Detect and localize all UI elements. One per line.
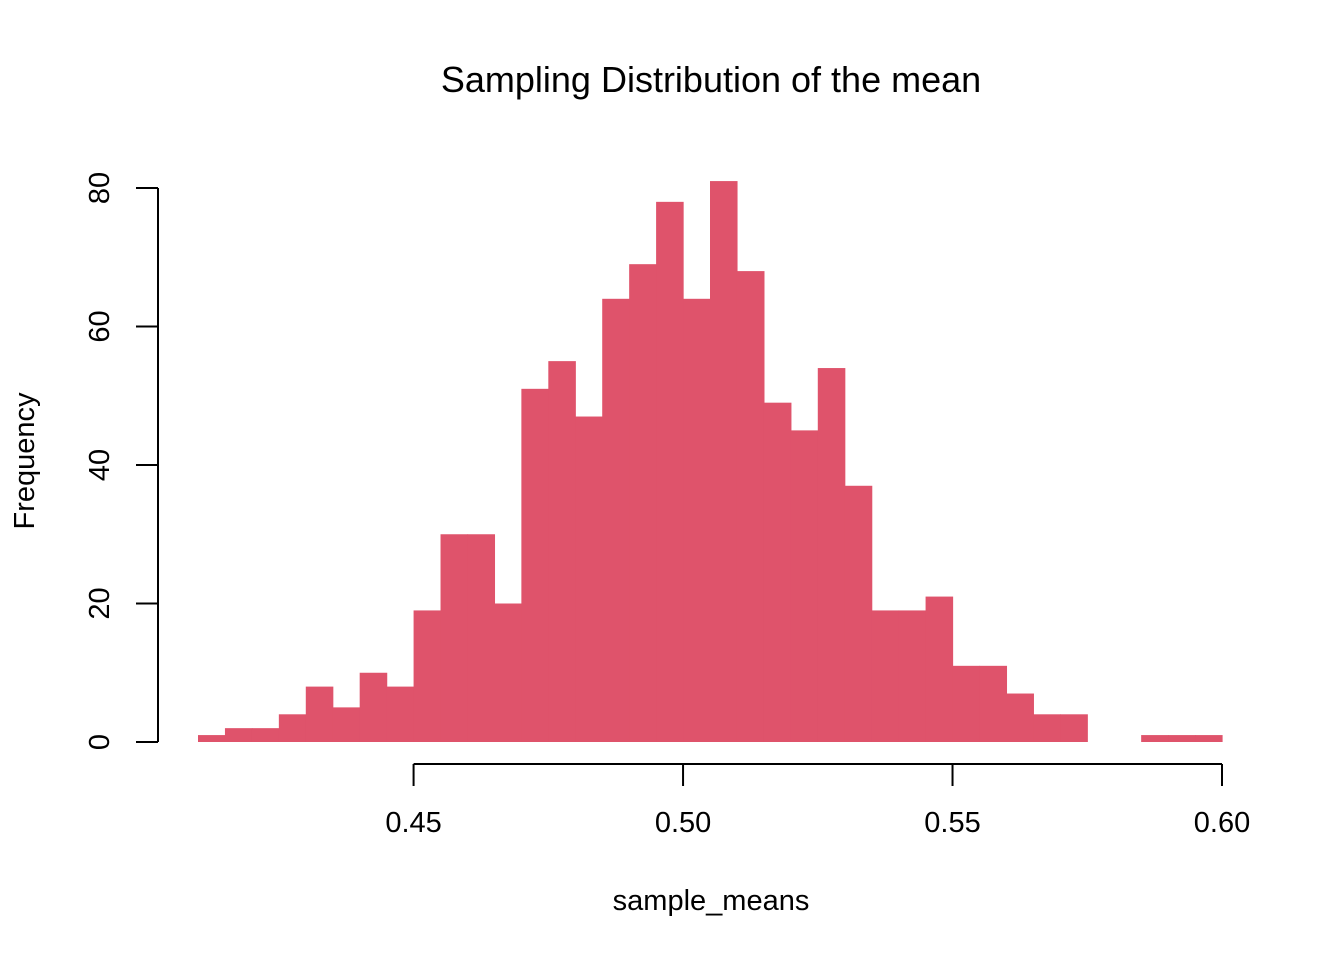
histogram-bar [656, 201, 684, 743]
x-axis: 0.45 0.50 0.55 0.60 [385, 763, 1250, 839]
histogram-bar [359, 672, 388, 742]
histogram-bar [251, 728, 280, 742]
y-tick-label: 80 [84, 172, 116, 204]
histogram-bar [952, 665, 981, 742]
chart-title: Sampling Distribution of the mean [441, 59, 981, 100]
histogram-bar [790, 430, 819, 742]
histogram-bar [494, 603, 522, 742]
histogram-bar [1141, 735, 1169, 742]
histogram-bar [763, 402, 792, 742]
y-tick-label: 40 [84, 449, 116, 481]
histogram-bar [521, 388, 549, 742]
histogram-bar [871, 610, 900, 742]
histogram-bar [736, 271, 765, 742]
histogram-bar [1168, 735, 1196, 742]
histogram-bar [1060, 714, 1088, 742]
y-axis-label: Frequency [9, 392, 41, 530]
histogram-bar [575, 416, 603, 742]
histogram-bar [386, 686, 415, 742]
x-tick-label: 0.55 [924, 807, 980, 839]
histogram-bar [198, 735, 226, 742]
histogram-bar [602, 298, 630, 742]
x-axis-label: sample_means [613, 885, 810, 917]
histogram-bar [683, 298, 711, 742]
histogram-bar [1006, 693, 1034, 742]
histogram-bar [1195, 735, 1223, 742]
histogram-bar [1033, 714, 1061, 742]
histogram-bar [413, 610, 442, 742]
x-tick-label: 0.50 [655, 807, 711, 839]
histogram-bar [979, 665, 1008, 742]
histogram-bar [278, 714, 307, 742]
histogram-bar [305, 686, 334, 742]
x-tick-label: 0.60 [1194, 807, 1250, 839]
histogram-bar [332, 707, 361, 742]
histogram-bar [467, 534, 496, 742]
histogram-bar [224, 728, 253, 742]
histogram-bar [440, 534, 469, 742]
histogram-bar [629, 264, 657, 742]
histogram-bar [844, 485, 873, 742]
histogram-bar [925, 596, 954, 742]
histogram-bar [710, 181, 738, 742]
y-tick-label: 20 [84, 587, 116, 619]
y-tick-label: 60 [84, 310, 116, 342]
y-tick-label: 0 [84, 734, 116, 750]
histogram-bar [548, 361, 576, 742]
histogram-bar [898, 610, 927, 742]
histogram-bar [817, 368, 846, 742]
bars-group [198, 181, 1223, 743]
x-tick-label: 0.45 [385, 807, 441, 839]
y-axis: 0 20 40 60 80 [84, 172, 159, 750]
